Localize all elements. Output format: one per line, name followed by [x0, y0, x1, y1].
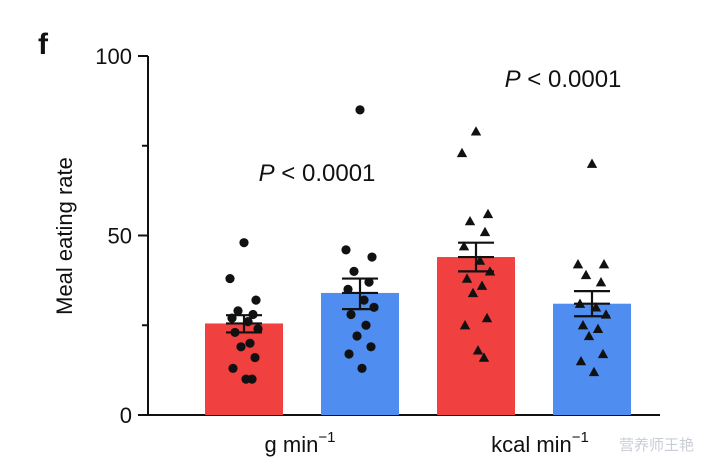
data-point — [361, 320, 371, 330]
data-point — [228, 363, 238, 373]
data-point — [467, 287, 479, 298]
data-point — [343, 284, 353, 294]
data-point — [459, 320, 471, 330]
bars — [205, 257, 631, 415]
x-tick-label-1: g min−1 — [265, 429, 336, 457]
data-point — [590, 302, 602, 312]
data-point — [225, 273, 235, 284]
data-point — [349, 266, 359, 276]
data-point — [476, 280, 488, 290]
p-value-annotation-2: P < 0.0001 — [505, 66, 622, 93]
data-point — [364, 277, 374, 287]
error-bars — [226, 241, 610, 334]
data-point — [470, 126, 482, 136]
data-point — [595, 276, 607, 287]
data-point — [474, 255, 486, 265]
data-point — [355, 105, 365, 115]
data-point — [456, 147, 468, 158]
bar-1-1 — [205, 323, 283, 415]
watermark-text: 营养师王艳 — [619, 436, 694, 454]
bar-2-2 — [553, 303, 631, 415]
data-point — [479, 226, 491, 237]
data-point — [239, 238, 249, 248]
data-point — [482, 208, 494, 219]
data-points — [225, 105, 612, 384]
data-point — [357, 363, 367, 373]
data-point — [586, 158, 598, 168]
data-point — [580, 269, 592, 280]
data-point — [366, 342, 376, 352]
data-point — [367, 252, 377, 262]
data-point — [575, 355, 587, 366]
data-point — [461, 273, 473, 283]
p-value-annotation-1: P < 0.0001 — [259, 160, 376, 187]
panel-letter: f — [38, 28, 49, 61]
data-point — [472, 345, 484, 355]
data-point — [247, 374, 257, 384]
data-point — [352, 331, 362, 341]
data-point — [478, 352, 490, 362]
data-point — [359, 295, 369, 305]
data-point — [251, 295, 261, 305]
group-labels: g min−1 P < 0.0001 kcal min−1 P < 0.0001 — [259, 66, 622, 457]
y-axis-label: Meal eating rate — [52, 157, 77, 315]
bar-1-2 — [321, 292, 399, 415]
data-point — [583, 330, 595, 341]
data-point — [346, 309, 356, 320]
data-point — [344, 349, 354, 359]
data-point — [245, 338, 255, 348]
data-point — [577, 320, 589, 330]
data-point — [481, 312, 493, 323]
data-point — [236, 342, 246, 352]
data-point — [250, 352, 260, 363]
data-point — [458, 241, 470, 251]
data-point — [341, 245, 351, 255]
bar-2-1 — [437, 257, 515, 415]
data-point — [253, 324, 263, 334]
data-point — [464, 215, 476, 226]
x-tick-label-2: kcal min−1 — [491, 429, 589, 457]
data-point — [598, 259, 610, 269]
data-point — [369, 302, 379, 312]
data-point — [592, 323, 604, 333]
y-tick-label: 0 — [120, 403, 132, 428]
data-point — [233, 306, 243, 316]
y-tick-label: 100 — [95, 44, 132, 69]
data-point — [588, 366, 600, 377]
data-point — [597, 348, 609, 359]
data-point — [572, 259, 584, 269]
y-tick-label: 50 — [108, 224, 132, 249]
